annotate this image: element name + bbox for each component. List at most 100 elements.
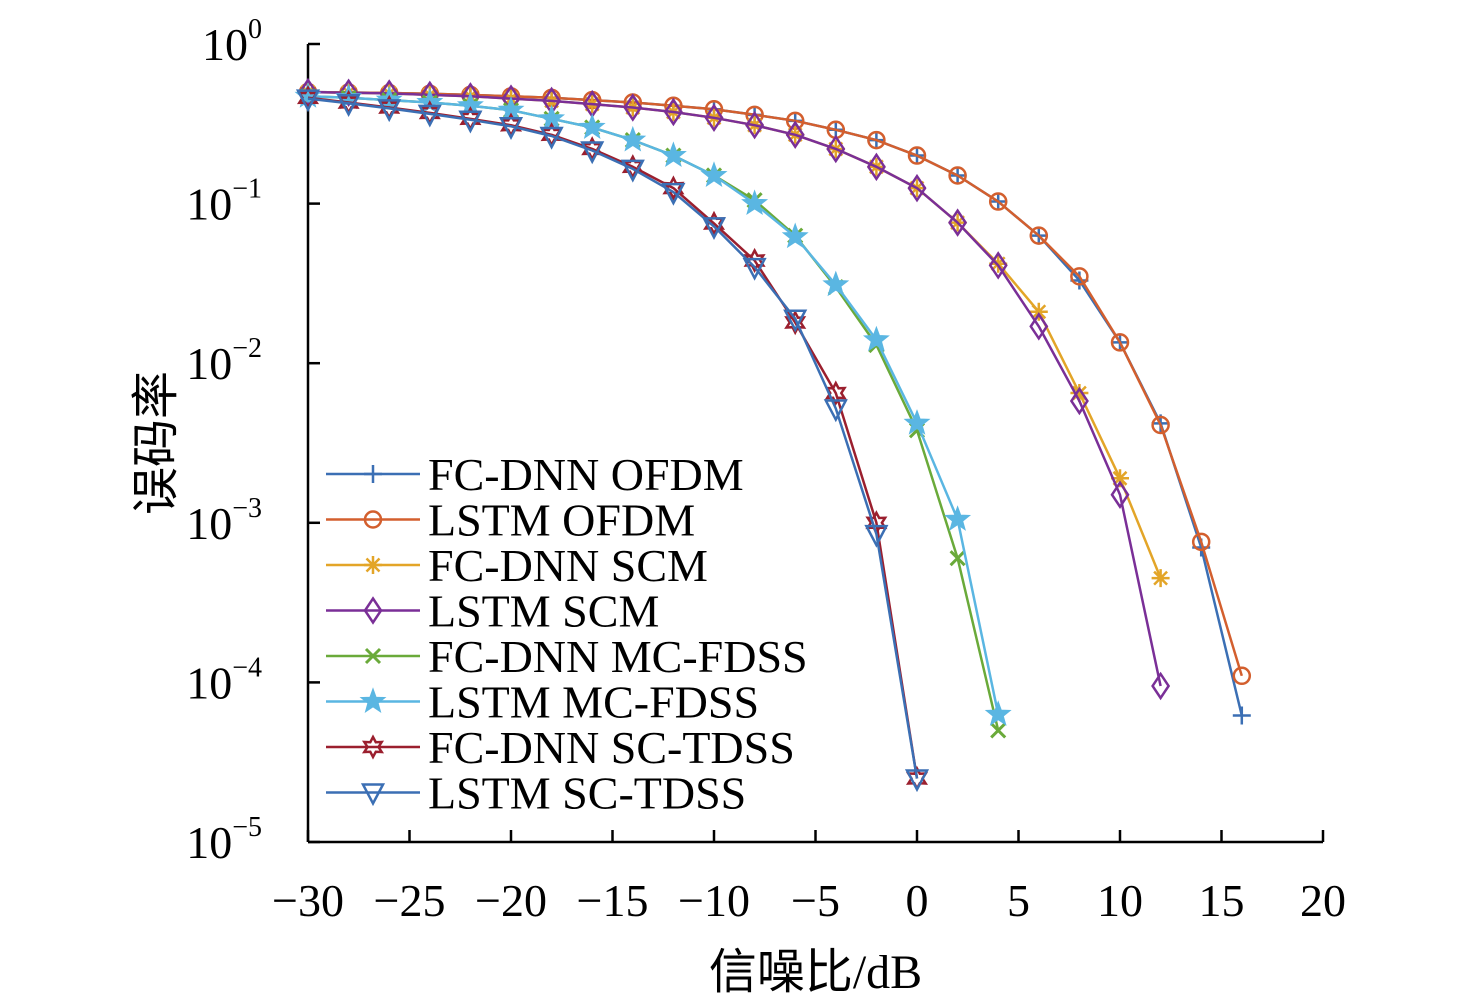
- data-point: [785, 120, 805, 150]
- legend-entry: FC-DNN SC-TDSS: [326, 722, 795, 773]
- data-point: [659, 141, 687, 168]
- series-group: [294, 77, 1252, 793]
- data-point: [1232, 706, 1251, 725]
- data-point: [498, 117, 524, 140]
- legend-marker: [360, 783, 386, 807]
- legend-label: LSTM OFDM: [428, 495, 695, 546]
- data-point: [700, 161, 728, 187]
- y-tick-label: 10−3: [186, 493, 262, 549]
- data-point: [990, 722, 1007, 739]
- data-point: [745, 110, 765, 140]
- legend-entry: FC-DNN SCM: [326, 540, 708, 591]
- y-tick-label: 10−5: [186, 812, 262, 868]
- data-point: [578, 113, 606, 139]
- data-point: [1070, 384, 1089, 403]
- legend-entry: LSTM SCM: [326, 586, 659, 637]
- legend-marker: [364, 556, 382, 574]
- y-tick-label: 10−4: [186, 652, 262, 708]
- legend-marker: [364, 465, 382, 483]
- y-tick-label: 10−1: [186, 174, 262, 230]
- data-point: [701, 217, 727, 241]
- data-point: [741, 189, 769, 216]
- legend-marker: [363, 596, 383, 625]
- legend-label: LSTM SC-TDSS: [428, 768, 746, 819]
- data-point: [1029, 226, 1049, 245]
- data-point: [623, 93, 643, 122]
- data-point: [1232, 666, 1252, 686]
- x-tick-label: 0: [906, 875, 929, 926]
- data-point: [539, 126, 564, 150]
- x-tick-label: −20: [475, 875, 547, 926]
- x-tick-label: 5: [1007, 875, 1030, 926]
- data-point: [948, 166, 967, 185]
- series-lstm-mc-fdss: [294, 82, 1012, 726]
- data-point: [580, 141, 605, 165]
- y-tick-label: 10−2: [186, 333, 262, 389]
- data-point: [620, 159, 645, 183]
- axes: −30 −25 −20 −15 −10 −5 0 5 10 15 20 100 10−1 10−2 10−3…: [186, 14, 1346, 926]
- legend-label: FC-DNN OFDM: [428, 449, 744, 500]
- data-point: [867, 130, 886, 150]
- data-point: [988, 251, 1008, 280]
- data-point: [663, 97, 683, 127]
- data-point: [781, 222, 809, 249]
- legend-entry: FC-DNN MC-FDSS: [326, 631, 808, 682]
- data-point: [907, 146, 927, 165]
- data-point: [984, 700, 1012, 726]
- data-point: [903, 409, 931, 435]
- data-point: [298, 77, 318, 107]
- legend-marker: [364, 647, 382, 665]
- legend-entry: FC-DNN OFDM: [326, 449, 744, 500]
- series-line: [307, 97, 919, 779]
- legend-label: FC-DNN SCM: [428, 540, 708, 591]
- data-point: [619, 125, 647, 152]
- data-point: [339, 78, 359, 107]
- data-point: [904, 769, 930, 793]
- series-line: [307, 90, 1162, 687]
- data-point: [743, 247, 766, 274]
- legend-marker: [359, 687, 387, 713]
- data-point: [784, 309, 807, 336]
- data-point: [907, 173, 927, 203]
- series-lstm-sc-tdss: [295, 89, 930, 793]
- data-point: [1029, 302, 1048, 321]
- legend-entry: LSTM SC-TDSS: [326, 768, 746, 819]
- data-point: [1110, 480, 1130, 509]
- data-point: [862, 325, 890, 352]
- data-point: [295, 89, 321, 113]
- x-tick-label: 10: [1097, 875, 1143, 926]
- data-point: [1191, 532, 1211, 552]
- legend-entry: LSTM OFDM: [326, 495, 695, 546]
- data-point: [864, 524, 889, 548]
- legend-label: FC-DNN SC-TDSS: [428, 722, 795, 773]
- data-point: [1029, 312, 1049, 341]
- data-point: [336, 94, 361, 117]
- data-point: [1069, 386, 1089, 416]
- x-tick-label: −5: [791, 875, 840, 926]
- y-tick-label: 100: [202, 14, 262, 70]
- data-point: [1111, 469, 1129, 488]
- legend-label: FC-DNN MC-FDSS: [428, 631, 808, 682]
- data-point: [417, 104, 442, 128]
- data-point: [1110, 333, 1130, 352]
- data-point: [823, 399, 848, 423]
- x-tick-label: 20: [1300, 875, 1346, 926]
- data-point: [742, 257, 767, 281]
- legend-label: LSTM SCM: [428, 586, 659, 637]
- data-point: [377, 99, 402, 123]
- data-point: [661, 182, 686, 206]
- legend-marker: [361, 734, 385, 760]
- data-point: [1070, 267, 1089, 286]
- data-point: [866, 152, 886, 182]
- data-point: [1151, 415, 1170, 435]
- x-tick-label: −30: [272, 875, 344, 926]
- legend-entry: LSTM MC-FDSS: [326, 677, 759, 728]
- y-axis-label: 误码率: [130, 371, 183, 515]
- data-point: [944, 505, 972, 531]
- data-point: [822, 270, 850, 297]
- x-axis-label: 信噪比/dB: [709, 946, 922, 999]
- legend-marker: [363, 510, 383, 529]
- data-point: [1151, 671, 1171, 701]
- data-point: [1151, 569, 1170, 588]
